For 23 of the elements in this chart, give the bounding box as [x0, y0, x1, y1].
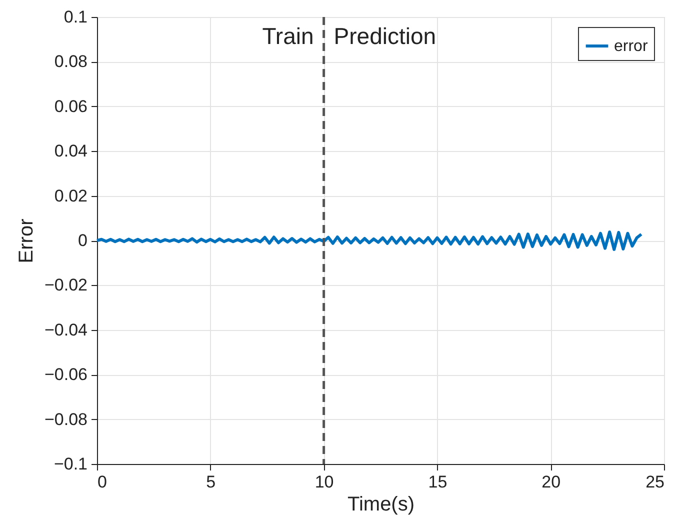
- x-tick-label: 25: [646, 472, 664, 492]
- legend-label: error: [614, 38, 648, 55]
- y-tick-label: 0.1: [64, 8, 88, 26]
- x-tick-label: 15: [428, 472, 448, 492]
- annotation: Train: [262, 23, 314, 49]
- y-tick-label: 0: [78, 231, 88, 250]
- y-axis-title: Error: [15, 218, 38, 264]
- y-tick-label: 0.02: [54, 186, 88, 206]
- x-axis-title: Time(s): [347, 494, 415, 516]
- y-tick-label: −0.06: [44, 365, 88, 384]
- y-tick-label: 0.06: [54, 96, 88, 116]
- x-tick-label: 10: [314, 472, 334, 492]
- x-tick-label: 5: [206, 472, 216, 492]
- y-tick-label: −0.08: [44, 410, 88, 429]
- annotation: Prediction: [334, 23, 436, 49]
- y-tick-label: −0.04: [44, 320, 88, 340]
- x-tick-label: 20: [542, 472, 561, 492]
- y-tick-label: −0.1: [54, 454, 88, 474]
- line-series: [96, 230, 643, 251]
- y-tick-label: 0.04: [54, 142, 88, 161]
- x-tick-label: 0: [98, 472, 107, 492]
- y-tick-label: −0.02: [44, 276, 88, 295]
- y-tick-label: 0.08: [54, 52, 88, 72]
